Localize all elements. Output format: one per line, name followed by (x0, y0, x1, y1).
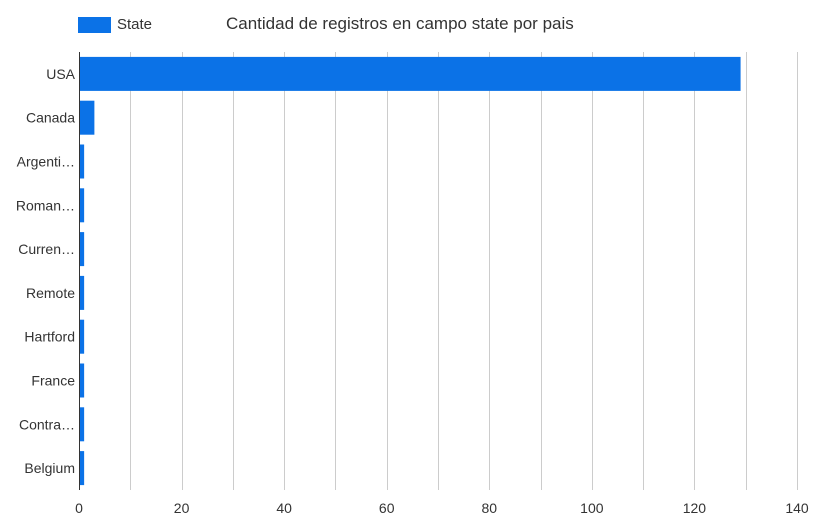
x-tick-label-60: 60 (379, 500, 395, 516)
bar-1[interactable] (79, 100, 95, 135)
x-tick-label-140: 140 (785, 500, 809, 516)
chart-title: Cantidad de registros en campo state por… (226, 14, 574, 33)
legend-swatch-state (78, 16, 111, 33)
category-label-8: Contra… (19, 416, 75, 432)
bar-4[interactable] (79, 232, 85, 267)
category-label-7: France (31, 373, 75, 389)
bar-5[interactable] (79, 275, 85, 310)
category-label-0: USA (46, 66, 75, 82)
x-tick-label-80: 80 (481, 500, 497, 516)
bar-2[interactable] (79, 144, 85, 179)
x-tick-label-0: 0 (75, 500, 83, 516)
legend-label-state: State (117, 16, 153, 33)
category-label-6: Hartford (24, 329, 75, 345)
category-label-3: Roman… (16, 197, 75, 213)
bar-8[interactable] (79, 407, 85, 442)
legend[interactable]: State (78, 16, 152, 33)
x-tick-label-120: 120 (683, 500, 707, 516)
category-label-5: Remote (26, 285, 75, 301)
x-tick-label-20: 20 (174, 500, 190, 516)
category-label-1: Canada (26, 110, 75, 126)
bar-9[interactable] (79, 451, 85, 486)
x-tick-label-100: 100 (580, 500, 604, 516)
bar-7[interactable] (79, 363, 85, 398)
bar-3[interactable] (79, 188, 85, 223)
category-label-9: Belgium (24, 460, 75, 476)
category-label-2: Argenti… (17, 154, 75, 170)
bar-0[interactable] (79, 56, 741, 91)
bar-6[interactable] (79, 319, 85, 354)
category-label-4: Curren… (18, 241, 75, 257)
x-tick-label-40: 40 (276, 500, 292, 516)
